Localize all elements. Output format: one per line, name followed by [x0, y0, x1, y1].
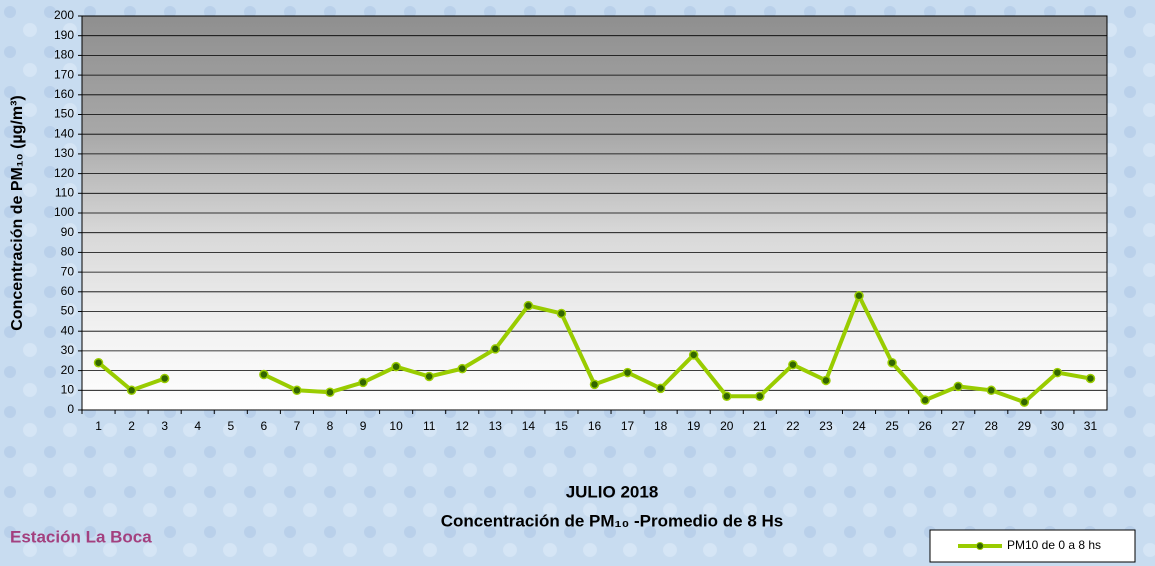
legend-marker	[976, 542, 984, 550]
x-tick-label: 6	[261, 419, 268, 433]
point	[688, 350, 699, 360]
y-tick-label: 40	[61, 323, 75, 337]
x-tick-label: 2	[128, 419, 135, 433]
x-tick-label: 14	[522, 419, 536, 433]
x-tick-label: 5	[227, 419, 234, 433]
point	[887, 357, 897, 368]
station-label: Estación La Boca	[10, 527, 152, 546]
x-tick-label: 23	[819, 419, 833, 433]
y-tick-label: 150	[54, 107, 74, 121]
point	[556, 308, 567, 319]
y-tick-label: 160	[54, 87, 74, 101]
y-tick-label: 200	[54, 8, 74, 22]
y-axis-label: Concentración de PM₁₀ (µg/m³)	[9, 95, 26, 331]
point	[1052, 367, 1063, 378]
x-tick-label: 15	[555, 419, 569, 433]
y-tick-label: 30	[61, 343, 75, 357]
point	[755, 391, 765, 401]
x-tick-label: 30	[1051, 419, 1065, 433]
x-tick-label: 11	[423, 419, 436, 433]
point	[457, 363, 467, 374]
x-tick-label: 26	[918, 419, 932, 433]
point	[622, 367, 633, 378]
x-tick-label: 22	[786, 419, 800, 433]
chart-title: JULIO 2018	[566, 482, 659, 501]
x-tick-label: 28	[985, 419, 999, 433]
y-tick-label: 120	[54, 166, 74, 180]
point	[589, 379, 600, 390]
point	[788, 359, 798, 370]
point	[358, 377, 368, 388]
y-tick-label: 0	[67, 402, 74, 416]
x-tick-label: 4	[194, 419, 201, 433]
y-tick-label: 130	[54, 146, 74, 160]
x-tick-label: 13	[489, 419, 503, 433]
point	[920, 395, 930, 405]
x-tick-label: 21	[753, 419, 767, 433]
x-tick-label: 25	[885, 419, 899, 433]
y-tick-label: 80	[61, 245, 75, 259]
x-tick-label: 27	[952, 419, 966, 433]
x-tick-label: 16	[588, 419, 602, 433]
x-tick-label: 7	[294, 419, 301, 433]
chart-subtitle: Concentración de PM₁₀ -Promedio de 8 Hs	[441, 511, 783, 530]
point	[1085, 373, 1096, 384]
point	[292, 385, 302, 396]
point	[655, 383, 666, 394]
x-tick-label: 20	[720, 419, 734, 433]
y-tick-label: 10	[61, 382, 75, 396]
y-tick-label: 70	[61, 264, 75, 278]
x-tick-label: 17	[621, 419, 635, 433]
point	[424, 371, 434, 382]
plot-border	[81, 15, 1108, 411]
y-tick-label: 110	[55, 185, 74, 199]
legend-label: PM10 de 0 a 8 hs	[1007, 538, 1101, 552]
x-tick-label: 12	[456, 419, 470, 433]
point	[986, 385, 997, 396]
point	[259, 369, 269, 380]
point	[159, 373, 170, 384]
y-tick-label: 190	[54, 28, 74, 42]
y-tick-label: 90	[61, 225, 75, 239]
point	[93, 357, 104, 368]
point	[490, 344, 501, 354]
y-tick-label: 60	[61, 284, 75, 298]
point	[1019, 397, 1030, 407]
point	[854, 290, 864, 301]
point	[325, 387, 335, 398]
x-tick-label: 29	[1018, 419, 1032, 433]
x-tick-label: 19	[687, 419, 701, 433]
y-tick-label: 180	[54, 48, 74, 62]
x-tick-label: 10	[389, 419, 403, 433]
x-tick-label: 24	[852, 419, 866, 433]
x-tick-label: 18	[654, 419, 668, 433]
point	[722, 391, 732, 401]
point	[953, 381, 963, 392]
x-tick-label: 31	[1084, 419, 1098, 433]
y-tick-label: 100	[54, 205, 74, 219]
y-tick-label: 20	[61, 363, 75, 377]
point	[523, 300, 534, 311]
y-tick-label: 140	[54, 126, 74, 140]
x-tick-label: 8	[327, 419, 334, 433]
point	[126, 385, 137, 396]
x-tick-label: 3	[161, 419, 168, 433]
point	[821, 375, 831, 386]
y-tick-label: 50	[61, 304, 75, 318]
x-tick-label: 1	[95, 419, 102, 433]
point	[391, 361, 401, 372]
y-tick-label: 170	[54, 67, 74, 81]
x-tick-label: 9	[360, 419, 367, 433]
